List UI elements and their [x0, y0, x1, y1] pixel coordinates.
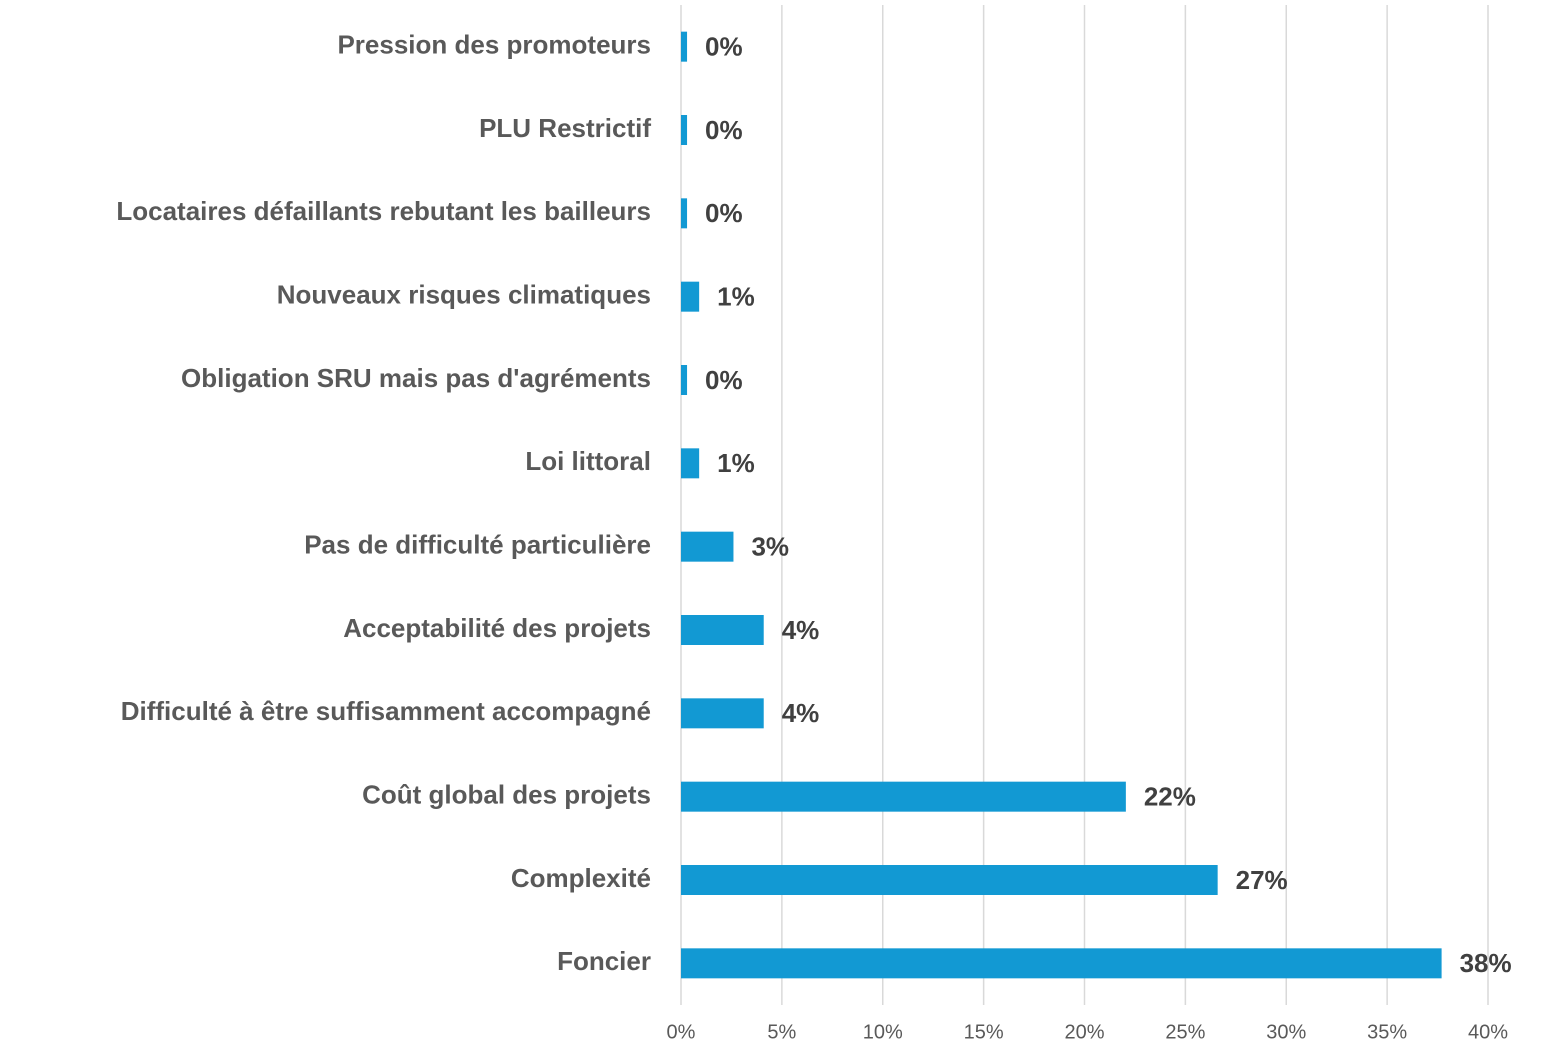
value-label: 1% — [717, 282, 755, 312]
bar — [681, 448, 700, 479]
bar — [681, 31, 688, 62]
category-label: PLU Restrictif — [479, 113, 651, 143]
category-label: Obligation SRU mais pas d'agréments — [181, 363, 651, 393]
bar — [681, 365, 688, 395]
x-tick-label: 35% — [1367, 1021, 1407, 1043]
bar — [681, 865, 1218, 895]
bar — [681, 615, 764, 645]
value-label: 22% — [1144, 782, 1196, 812]
value-label: 0% — [705, 32, 743, 62]
x-tick-label: 0% — [667, 1021, 696, 1043]
category-label: Acceptabilité des projets — [343, 613, 651, 643]
category-label: Complexité — [511, 863, 651, 893]
x-tick-label: 10% — [863, 1021, 903, 1043]
x-tick-label: 15% — [964, 1021, 1004, 1043]
category-label: Pas de difficulté particulière — [304, 530, 651, 560]
bar — [681, 781, 1126, 812]
value-label: 4% — [782, 615, 820, 645]
x-tick-label: 40% — [1468, 1021, 1508, 1043]
x-tick-label: 25% — [1165, 1021, 1205, 1043]
value-label: 0% — [705, 365, 743, 395]
value-label: 3% — [751, 532, 789, 562]
bar — [681, 948, 1442, 979]
value-label: 4% — [782, 698, 820, 728]
bar — [681, 531, 734, 562]
x-tick-label: 5% — [767, 1021, 796, 1043]
bar — [681, 115, 688, 145]
value-label: 0% — [705, 115, 743, 145]
value-label: 0% — [705, 198, 743, 228]
bar — [681, 198, 688, 229]
category-label: Pression des promoteurs — [337, 30, 651, 60]
category-label: Foncier — [557, 946, 651, 976]
value-label: 38% — [1460, 948, 1512, 978]
x-tick-label: 30% — [1266, 1021, 1306, 1043]
bar — [681, 281, 700, 312]
x-tick-label: 20% — [1064, 1021, 1104, 1043]
category-label: Loi littoral — [525, 446, 651, 476]
category-label: Difficulté à être suffisamment accompagn… — [121, 696, 651, 726]
category-label: Locataires défaillants rebutant les bail… — [116, 196, 651, 226]
value-label: 1% — [717, 448, 755, 478]
value-label: 27% — [1236, 865, 1288, 895]
category-label: Nouveaux risques climatiques — [277, 280, 651, 310]
category-label: Coût global des projets — [362, 780, 651, 810]
bar — [681, 698, 764, 729]
